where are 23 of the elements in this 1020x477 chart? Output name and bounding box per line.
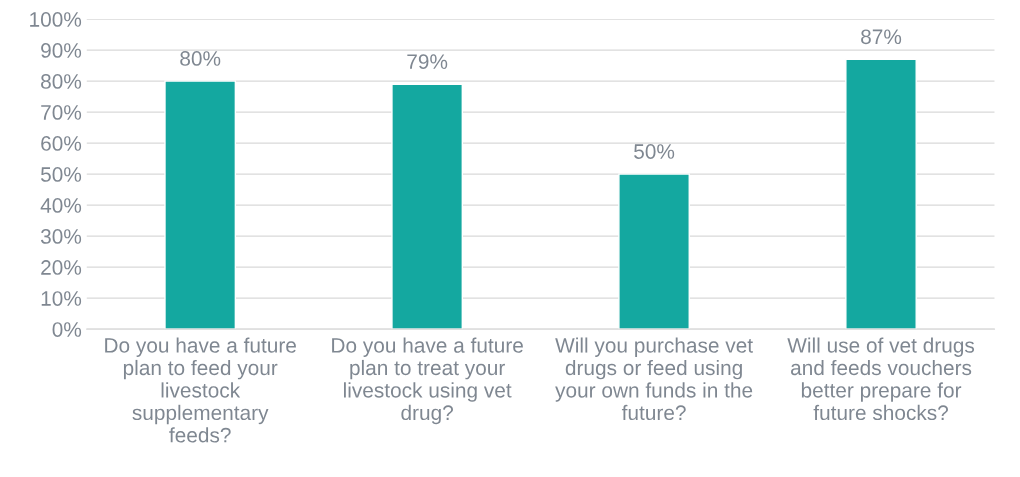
y-tick-label: 50% bbox=[40, 167, 82, 182]
y-tick-label: 40% bbox=[40, 198, 82, 213]
y-tick-label: 10% bbox=[41, 291, 82, 306]
y-tick-label: 100% bbox=[30, 12, 82, 27]
y-tick-label: 20% bbox=[41, 260, 82, 275]
y-tick-label: 80% bbox=[41, 74, 82, 89]
y-tick-label: 70% bbox=[41, 105, 82, 120]
bar bbox=[618, 173, 690, 330]
y-tick-label: 30% bbox=[40, 229, 82, 244]
x-tick-label: Do you have a future plan to treat your livestock using vet drug? bbox=[332, 337, 523, 425]
data-label: 50% bbox=[634, 144, 675, 159]
data-label: 79% bbox=[407, 54, 448, 69]
bar bbox=[164, 80, 237, 330]
bar bbox=[845, 58, 917, 330]
data-label: 87% bbox=[861, 29, 902, 45]
y-tick-label: 0% bbox=[52, 322, 82, 337]
data-label: 80% bbox=[180, 51, 221, 66]
x-tick-label: Will use of vet drugs and feeds vouchers better prepare for future shocks? bbox=[787, 337, 975, 421]
x-tick-label: Do you have a future plan to feed your livestock supplementary feeds? bbox=[105, 337, 296, 443]
x-tick-label: Will you purchase vet drugs or feed using your own funds in the future? bbox=[555, 337, 753, 421]
bar bbox=[391, 83, 463, 330]
y-tick-label: 90% bbox=[41, 43, 82, 58]
y-tick-label: 60% bbox=[41, 136, 82, 151]
